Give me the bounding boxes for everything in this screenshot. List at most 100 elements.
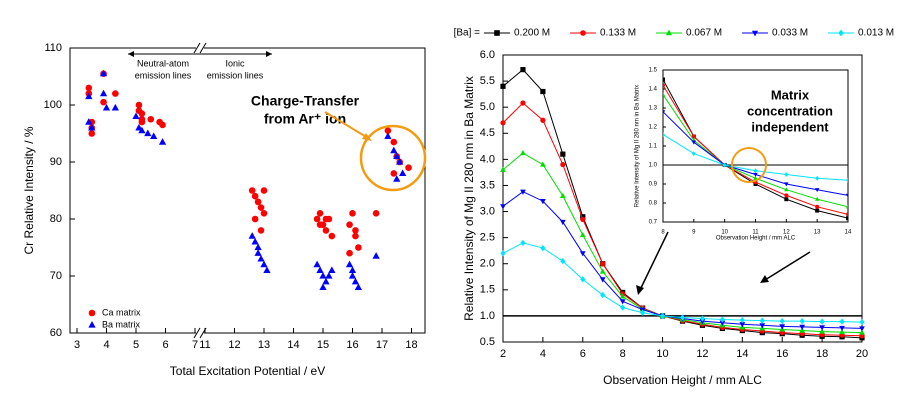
x-tick-label: 2 (500, 348, 506, 360)
y-tick-label: 1.0 (480, 310, 495, 322)
marker (540, 88, 546, 95)
marker (600, 291, 606, 299)
axis-break (196, 327, 204, 339)
legend-title: [Ba] = (454, 28, 481, 39)
y-tick-label: 1.2 (649, 125, 658, 131)
marker (99, 69, 108, 77)
marker (839, 325, 845, 332)
marker (355, 244, 362, 251)
marker (251, 215, 259, 223)
legend-marker (88, 321, 96, 328)
annotation-arrow (324, 111, 369, 139)
zoom-arrow (764, 251, 811, 281)
marker (691, 151, 696, 156)
marker (859, 319, 865, 326)
legend-label: Ca matrix (102, 307, 141, 317)
axis-break-mark (199, 327, 207, 339)
marker (346, 249, 353, 257)
marker (579, 231, 586, 238)
marker (839, 328, 845, 335)
marker (540, 117, 546, 123)
y-axis-label: Cr Relative Intensity / % (22, 126, 36, 254)
marker (759, 323, 766, 329)
marker (846, 212, 848, 217)
marker (158, 138, 167, 145)
marker (520, 189, 526, 195)
marker (111, 103, 119, 111)
legend-marker (580, 30, 586, 36)
marker (346, 221, 353, 228)
y-tick-label: 4.5 (480, 127, 495, 139)
marker (819, 328, 825, 334)
marker (620, 304, 626, 311)
x-tick-label: 7 (192, 339, 198, 351)
inset-background (621, 60, 858, 247)
y-tick-label: 6.0 (480, 49, 495, 61)
y-tick-label: 0.5 (480, 336, 495, 348)
marker (316, 221, 324, 228)
marker (520, 100, 526, 106)
marker (99, 89, 108, 97)
marker (846, 216, 848, 221)
x-tick-label: 12 (228, 339, 240, 351)
marker (739, 322, 746, 328)
marker (254, 249, 262, 256)
marker (619, 299, 626, 305)
legend-marker (494, 30, 500, 36)
axis-break-mark (199, 42, 207, 54)
marker (846, 177, 848, 183)
marker (679, 314, 686, 321)
marker (150, 132, 158, 139)
x-tick-label: 12 (783, 230, 790, 236)
marker (819, 325, 825, 331)
marker (500, 204, 506, 210)
marker (138, 126, 146, 134)
marker (814, 188, 820, 193)
y-tick-label: 4.0 (480, 153, 495, 165)
marker (815, 175, 820, 181)
x-tick-label: 3 (74, 339, 80, 351)
marker (753, 172, 758, 177)
marker (257, 227, 265, 234)
x-tick-label: 15 (317, 339, 329, 351)
y-tick-label: 1.1 (649, 144, 658, 150)
marker (560, 257, 566, 265)
x-tick-label: 6 (162, 339, 168, 351)
marker (254, 243, 262, 251)
annotation: from Ar⁺ ion (264, 111, 346, 127)
legend-label: Ba matrix (102, 319, 141, 329)
marker (500, 83, 506, 89)
annotation: concentration (747, 103, 833, 118)
marker (753, 168, 758, 174)
marker (138, 118, 146, 126)
legend-label: 0.133 M (600, 28, 636, 39)
highlight-circle (731, 147, 767, 183)
y-tick-label: 100 (44, 99, 62, 111)
marker (580, 276, 586, 283)
marker (328, 266, 336, 273)
marker (845, 193, 848, 198)
marker (313, 215, 321, 223)
marker (663, 110, 666, 115)
marker (580, 216, 586, 222)
highlight-circle (359, 124, 427, 192)
marker (399, 169, 407, 177)
marker (248, 187, 256, 194)
marker (390, 146, 398, 154)
marker (719, 316, 725, 323)
marker (144, 129, 152, 137)
arrow-head (760, 275, 769, 283)
marker (85, 92, 93, 100)
marker (799, 327, 806, 333)
marker (580, 214, 586, 220)
marker (579, 251, 586, 257)
marker (352, 227, 359, 234)
marker (260, 210, 268, 217)
axis-break-mark (193, 42, 201, 54)
marker (132, 112, 140, 120)
y-tick-label: 1.4 (649, 87, 658, 93)
axis-break (196, 42, 204, 54)
marker (390, 170, 398, 177)
x-tick-label: 10 (656, 348, 668, 360)
